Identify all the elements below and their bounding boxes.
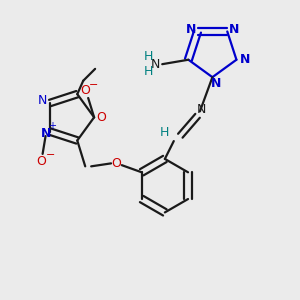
Text: N: N: [211, 77, 221, 90]
Text: N: N: [186, 22, 196, 36]
Text: N: N: [229, 22, 239, 36]
Text: O: O: [36, 155, 46, 168]
Text: N: N: [38, 94, 47, 106]
Text: N: N: [240, 53, 250, 66]
Text: N: N: [151, 58, 160, 71]
Text: H: H: [144, 50, 153, 63]
Text: O: O: [80, 84, 90, 97]
Text: H: H: [144, 65, 153, 78]
Text: N: N: [40, 127, 51, 140]
Text: N: N: [196, 103, 206, 116]
Text: O: O: [97, 111, 106, 124]
Text: −: −: [45, 150, 55, 161]
Text: H: H: [160, 126, 170, 139]
Text: O: O: [112, 157, 122, 170]
Text: +: +: [48, 121, 56, 131]
Text: −: −: [89, 80, 98, 90]
